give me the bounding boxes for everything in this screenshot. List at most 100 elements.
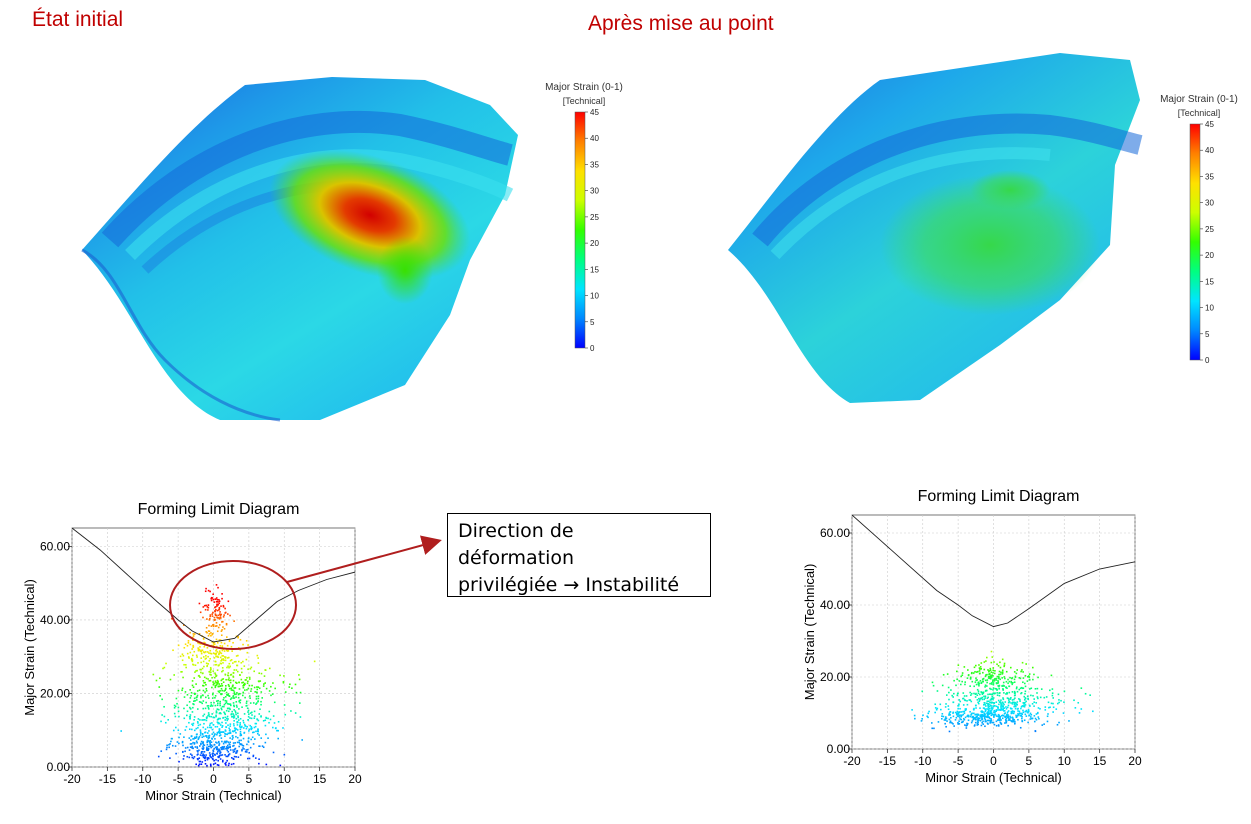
strain-point (210, 726, 213, 729)
strain-point (233, 620, 235, 622)
strain-point (997, 725, 1000, 727)
strain-point (249, 702, 252, 704)
strain-point (1002, 697, 1004, 699)
strain-point (980, 682, 982, 684)
strain-point (1025, 709, 1028, 712)
strain-point (1004, 677, 1006, 680)
strain-point (1005, 686, 1007, 689)
strain-point (187, 642, 190, 644)
strain-point (190, 694, 192, 697)
strain-point (210, 632, 212, 634)
strain-point (960, 711, 963, 713)
strain-point (994, 687, 997, 690)
strain-point (224, 699, 227, 702)
strain-point (244, 683, 246, 686)
strain-point (242, 691, 245, 694)
strain-point (210, 644, 213, 647)
strain-point (1023, 719, 1026, 722)
strain-point (221, 754, 224, 756)
strain-point (949, 711, 952, 713)
strain-point (207, 694, 209, 697)
strain-point (237, 693, 240, 696)
strain-point (201, 733, 204, 735)
legend-title: Major Strain (0-1) (1160, 94, 1238, 105)
strain-point (981, 717, 983, 719)
strain-point (962, 717, 965, 720)
strain-point (1000, 703, 1002, 705)
strain-point (1012, 719, 1014, 722)
strain-point (241, 744, 244, 747)
strain-point (223, 705, 225, 708)
strain-point (964, 699, 967, 702)
strain-point (995, 701, 998, 703)
strain-point (200, 763, 203, 766)
strain-point (983, 695, 985, 698)
strain-point (250, 727, 252, 730)
strain-point (242, 643, 244, 646)
strain-point (1000, 719, 1002, 721)
strain-point (207, 655, 209, 658)
strain-point (989, 682, 991, 685)
legend-tick-label: 35 (1205, 172, 1214, 181)
strain-point (974, 717, 977, 719)
strain-point (210, 741, 213, 744)
strain-point (213, 616, 216, 619)
strain-point (207, 708, 210, 710)
panel-title-after-tuning: Après mise au point (588, 12, 774, 35)
strain-point (969, 699, 972, 701)
strain-point (992, 682, 995, 684)
legend-tick-label: 25 (590, 213, 599, 222)
strain-point (234, 747, 237, 750)
strain-point (228, 762, 230, 765)
strain-point (948, 698, 950, 701)
strain-point (242, 737, 245, 740)
strain-point (237, 719, 240, 721)
strain-point (221, 593, 223, 595)
strain-point (277, 729, 279, 732)
strain-point (207, 697, 210, 699)
strain-point (964, 716, 967, 719)
strain-point (967, 715, 970, 718)
strain-point (984, 716, 986, 719)
strain-point (984, 695, 987, 698)
strain-point (214, 733, 216, 735)
strain-point (193, 743, 196, 745)
strain-point (1006, 716, 1008, 719)
strain-point (985, 716, 988, 718)
strain-point (978, 670, 981, 672)
strain-point (237, 756, 240, 758)
strain-point (169, 743, 171, 745)
strain-point (217, 626, 220, 629)
strain-point (257, 697, 260, 700)
strain-point (970, 713, 973, 715)
strain-surface-after-tuning (728, 53, 1143, 403)
strain-point (942, 715, 945, 718)
strain-point (249, 746, 252, 749)
strain-point (219, 613, 221, 615)
strain-point (193, 716, 196, 718)
strain-point (227, 751, 230, 753)
strain-point (251, 727, 253, 730)
strain-point (992, 669, 995, 672)
strain-point (984, 709, 987, 712)
strain-point (913, 714, 916, 717)
strain-point (196, 656, 198, 658)
strain-point (1033, 705, 1035, 707)
strain-point (1024, 690, 1027, 693)
strain-point (988, 713, 990, 716)
strain-point (226, 636, 228, 638)
strain-point (215, 608, 217, 611)
strain-point (1028, 679, 1031, 681)
strain-point (1005, 715, 1007, 717)
strain-point (1009, 717, 1012, 719)
strain-point (249, 667, 252, 670)
strain-point (212, 731, 215, 734)
x-tick-label: -5 (173, 772, 184, 786)
strain-point (213, 601, 216, 603)
strain-point (247, 718, 249, 721)
strain-point (964, 683, 966, 686)
strain-point (960, 714, 962, 716)
strain-point (157, 755, 160, 758)
strain-point (211, 745, 214, 748)
strain-point (228, 732, 230, 735)
